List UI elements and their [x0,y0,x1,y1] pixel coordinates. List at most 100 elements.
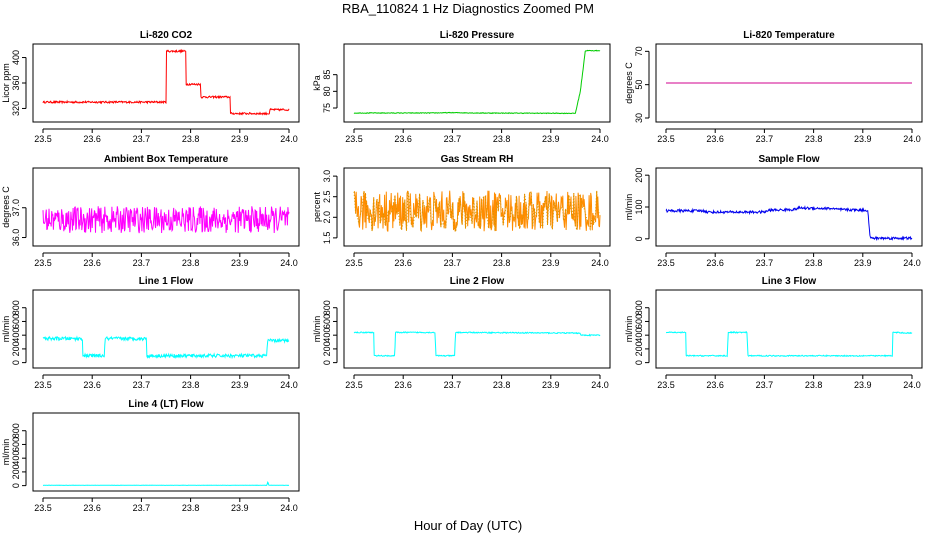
y-tick-label: 400 [11,50,21,65]
y-tick-label: 800 [322,300,332,315]
x-tick-label: 24.0 [903,258,921,268]
y-tick-label: 600 [322,314,332,329]
x-tick-label: 24.0 [280,134,298,144]
panel-title: Gas Stream RH [441,154,514,165]
x-tick-label: 24.0 [280,380,298,390]
y-tick-label: 200 [634,341,644,356]
x-tick-label: 23.6 [394,258,412,268]
y-tick-label: 600 [634,314,644,329]
y-axis-label: ml/min [1,439,11,466]
chart-panel-9: Line 3 Flow ml/min 23.5 23.6 23.7 23.8 23.9 24.… [624,276,923,390]
chart-panel-2: Li-820 Pressure kPa 23.5 23.6 23.7 23.8 23.9 24… [312,30,611,144]
series-line [353,330,601,358]
series-line [353,49,601,115]
panel-title: Line 1 Flow [139,276,194,287]
figure-title: RBA_110824 1 Hz Diagnostics Zoomed PM [342,1,594,16]
x-tick-label: 23.9 [542,134,560,144]
x-tick-label: 23.9 [854,258,872,268]
y-tick-label: 200 [634,168,644,183]
x-tick-label: 23.8 [805,134,823,144]
y-axis-label: degrees C [624,62,634,104]
x-tick-label: 23.6 [706,258,724,268]
panel-title: Line 4 (LT) Flow [128,399,204,410]
y-tick-label: 3.0 [322,170,332,183]
plot-frame [655,167,923,247]
x-tick-label: 23.6 [83,380,101,390]
plot-frame [32,412,300,492]
panel-title: Li-820 Temperature [743,30,835,41]
x-tick-label: 23.6 [83,134,101,144]
y-tick-label: 600 [11,437,21,452]
x-tick-label: 23.9 [542,258,560,268]
x-tick-label: 23.6 [706,134,724,144]
panel-title: Line 3 Flow [762,276,817,287]
y-tick-label: 400 [11,451,21,466]
y-tick-label: 85 [322,70,332,80]
series-line [666,331,913,358]
x-tick-label: 23.6 [706,380,724,390]
series-line [665,205,913,242]
y-tick-label: 800 [11,300,21,315]
x-tick-label: 23.5 [657,380,675,390]
y-tick-label: 600 [11,314,21,329]
y-tick-label: 800 [634,300,644,315]
panel-title: Li-820 CO2 [140,30,193,41]
x-tick-label: 23.5 [657,134,675,144]
y-axis-label: percent [312,191,322,222]
y-axis-label: Licor ppm [1,63,11,103]
plot-frame [343,167,611,247]
x-tick-label: 23.9 [231,380,249,390]
x-tick-label: 23.9 [231,503,249,513]
x-tick-label: 24.0 [903,380,921,390]
y-axis-label: ml/min [1,316,11,343]
x-tick-label: 23.7 [444,258,462,268]
y-tick-label: 400 [322,328,332,343]
x-tick-label: 23.9 [854,380,872,390]
x-tick-label: 23.8 [182,134,200,144]
x-tick-label: 23.9 [231,134,249,144]
x-tick-label: 23.8 [182,503,200,513]
x-tick-label: 23.5 [34,134,52,144]
y-tick-label: 1.5 [322,232,332,245]
chart-panel-1: Li-820 CO2 Licor ppm 23.5 23.6 23.7 23.8 23.9 2… [1,30,300,144]
y-tick-label: 800 [11,423,21,438]
x-tick-label: 23.8 [493,258,511,268]
plot-frame [655,289,923,369]
y-tick-label: 320 [11,101,21,116]
panel-title: Line 2 Flow [450,276,505,287]
chart-panel-3: Li-820 Temperature degrees C 23.5 23.6 23.7 2… [624,30,923,144]
panel-title: Sample Flow [758,154,819,165]
x-tick-label: 23.6 [83,258,101,268]
x-tick-label: 23.7 [756,380,774,390]
y-axis-label: degrees C [1,186,11,228]
x-tick-label: 23.7 [133,134,151,144]
x-tick-label: 23.8 [805,380,823,390]
x-tick-label: 23.7 [756,258,774,268]
y-tick-label: 2.0 [322,211,332,224]
x-tick-label: 23.5 [34,380,52,390]
y-tick-label: 80 [322,86,332,96]
y-tick-label: 360 [11,75,21,90]
panel-title: Ambient Box Temperature [104,154,229,165]
x-tick-label: 23.9 [542,380,560,390]
x-tick-label: 23.8 [493,380,511,390]
series-line [42,48,290,116]
x-tick-label: 24.0 [591,134,609,144]
series-line [42,206,290,234]
x-tick-label: 23.7 [756,134,774,144]
y-tick-label: 0 [322,360,332,365]
x-tick-label: 24.0 [903,134,921,144]
y-axis-label: ml/min [624,194,634,221]
y-tick-label: 400 [11,328,21,343]
x-tick-label: 24.0 [591,258,609,268]
x-tick-label: 23.9 [854,134,872,144]
y-tick-label: 36.0 [11,229,21,247]
x-tick-label: 24.0 [280,503,298,513]
x-tick-label: 23.7 [444,380,462,390]
x-tick-label: 23.6 [394,380,412,390]
chart-panel-5: Gas Stream RH percent 23.5 23.6 23.7 23.8 23.9… [312,154,611,268]
x-tick-label: 24.0 [280,258,298,268]
series-line-dots [353,190,601,232]
x-tick-label: 23.5 [34,503,52,513]
panel-title: Li-820 Pressure [440,30,515,41]
